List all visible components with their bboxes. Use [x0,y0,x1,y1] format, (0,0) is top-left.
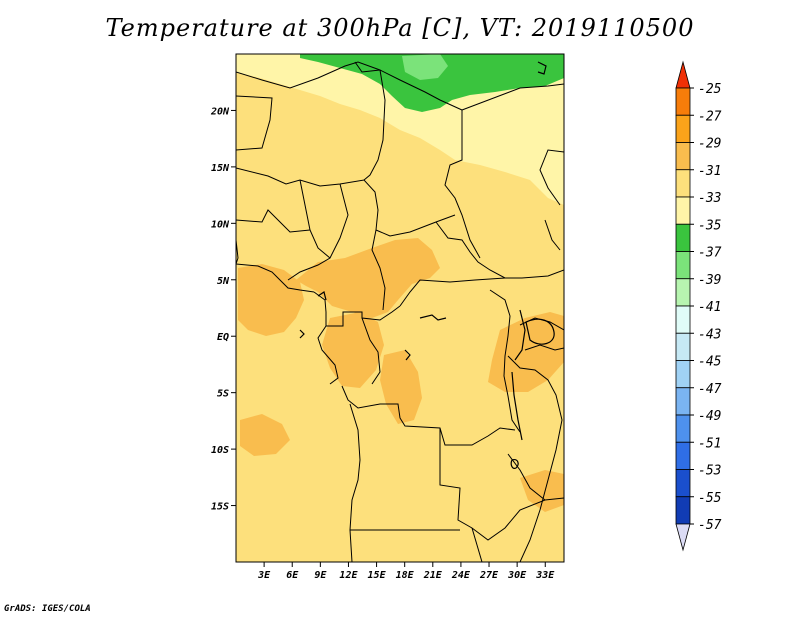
temperature-field [236,54,564,562]
colorbar-swatch [675,114,691,143]
fill-29-31-congo [322,312,384,388]
x-axis: 3E 6E 9E 12E 15E 18E 21E 24E 27E 30E 33E [257,562,555,581]
y-tick-label: 5S [217,389,229,400]
colorbar-swatch [675,169,691,198]
colorbar-label: -57 [698,518,722,533]
colorbar-swatch [675,360,691,389]
x-tick-label: 12E [339,570,358,581]
y-tick-label: 15S [211,502,229,513]
colorbar-label: -27 [698,109,722,124]
fill-29-31-se [520,470,564,512]
colorbar-swatch [675,496,691,525]
colorbar-label: -29 [698,137,721,152]
colorbar-label: -39 [698,273,721,288]
fill-29-31-west [238,264,304,336]
x-tick-label: 15E [368,570,387,581]
chart-title: Temperature at 300hPa [C], VT: 201911050… [105,14,695,42]
y-tick-label: 15N [211,163,230,174]
colorbar-swatch [675,142,691,171]
colorbar-label: -45 [698,355,722,370]
x-tick-label: 18E [396,570,415,581]
x-tick-label: 21E [423,570,443,581]
x-tick-label: 9E [314,570,327,581]
colorbar-label: -35 [698,218,722,233]
x-tick-label: 27E [479,570,499,581]
colorbar-bottom-arrow [675,523,691,552]
y-tick-label: 10N [211,219,230,230]
colorbar-label: -37 [698,246,722,261]
y-tick-label: EQ [217,332,229,343]
colorbar: -25 -27 -29 -31 -33 -35 -37 -39 -41 -43 -45 -47 -49 -… [675,60,722,552]
x-tick-label: 6E [286,570,299,581]
fill-35-37 [300,54,564,112]
colorbar-label: -33 [698,191,721,206]
x-tick-label: 24E [451,570,471,581]
colorbar-label: -47 [698,382,722,397]
colorbar-label: -51 [698,436,721,451]
y-tick-label: 5N [217,276,230,287]
colorbar-label: -55 [698,491,722,506]
colorbar-swatch [675,387,691,416]
colorbar-swatch [675,196,691,225]
fill-29-31-south [380,350,422,424]
colorbar-swatch [675,278,691,307]
grads-credit: GrADS: IGES/COLA [4,604,91,614]
colorbar-label: -31 [698,164,721,179]
colorbar-label: -25 [698,82,722,97]
colorbar-label: -43 [698,327,721,342]
colorbar-label: -53 [698,464,721,479]
map-frame [235,53,565,563]
x-tick-label: 3E [257,570,271,581]
fill-29-31-sw [240,414,290,456]
y-axis: 20N 15N 10N 5N EQ 5S 10S 15S [210,106,236,513]
x-tick-label: 33E [535,570,555,581]
lakes [299,61,555,469]
colorbar-swatch [675,441,691,470]
colorbar-swatch [675,469,691,498]
colorbar-swatch [675,305,691,334]
y-tick-label: 10S [211,445,229,456]
fill-29-31-east [488,312,564,392]
x-tick-label: 30E [507,570,527,581]
colorbar-swatch [675,332,691,361]
colorbar-swatch [675,414,691,443]
colorbar-swatch [675,223,691,252]
colorbar-swatch [675,87,691,116]
fill-29-31-center [296,238,440,318]
colorbar-swatch [675,251,691,280]
fill-37-39 [402,54,448,80]
y-tick-label: 20N [210,106,230,117]
colorbar-label: -49 [698,409,721,424]
colorbar-label: -41 [698,300,721,315]
colorbar-top-arrow [675,60,691,89]
